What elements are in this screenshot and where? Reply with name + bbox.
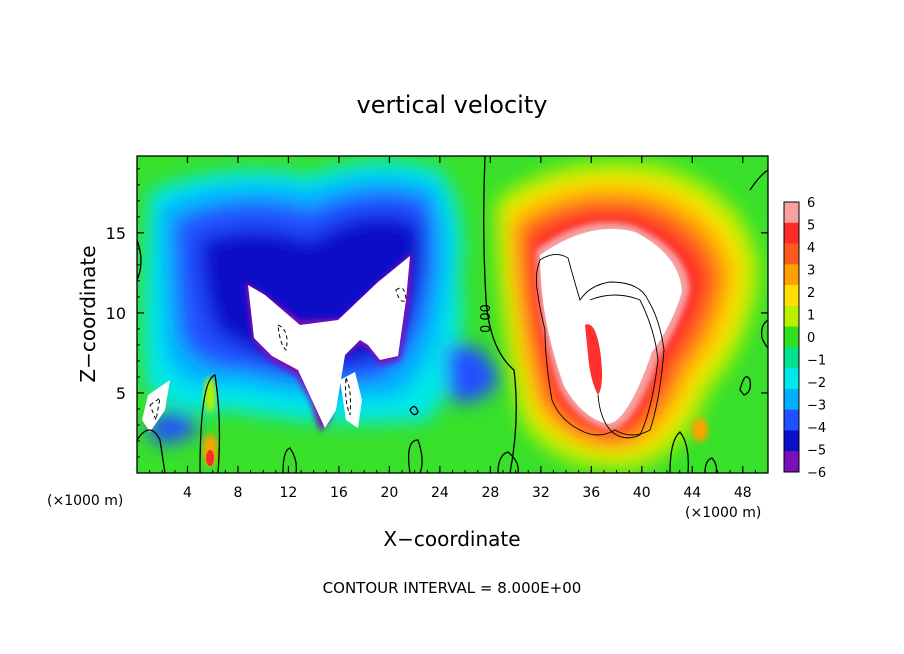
colorbar-swatch <box>784 388 799 411</box>
y-axis-label: Z−coordinate <box>76 245 100 382</box>
colorbar-swatch <box>784 222 799 245</box>
colorbar-swatch <box>784 451 799 473</box>
colorbar-label: −1 <box>807 354 826 369</box>
x-tick-label: 12 <box>280 485 298 501</box>
colorbar-label: −3 <box>807 399 826 414</box>
x-tick-label: 40 <box>633 485 651 501</box>
x-tick-label: 8 <box>233 485 242 501</box>
colorbar-label: 2 <box>807 286 815 301</box>
y-tick-label: 5 <box>116 384 126 403</box>
contour-interval-footer: CONTOUR INTERVAL = 8.000E+00 <box>323 579 582 597</box>
x-axis-label: X−coordinate <box>383 527 520 551</box>
heatmap-field: 0.00 <box>137 156 768 473</box>
x-tick-label: 44 <box>683 485 701 501</box>
colorbar-swatch <box>784 430 799 452</box>
colorbar-label: 1 <box>807 309 815 324</box>
colorbar-label: −2 <box>807 376 826 391</box>
colorbar-swatch <box>784 285 799 307</box>
colorbar-label: 3 <box>807 264 815 279</box>
colorbar-label: 4 <box>807 241 815 256</box>
colorbar-swatch <box>784 368 799 390</box>
x-unit-label-right: (×1000 m) <box>685 505 761 521</box>
x-tick-label: 48 <box>734 485 752 501</box>
x-tick-label: 32 <box>532 485 550 501</box>
x-axis: 4 8 12 16 20 24 28 32 36 40 44 48 <box>149 156 756 501</box>
x-tick-label: 20 <box>380 485 398 501</box>
colorbar-label: −5 <box>807 444 826 459</box>
colorbar-swatch <box>784 409 799 431</box>
colorbar-label: 5 <box>807 219 815 234</box>
colorbar-label: 6 <box>807 196 815 211</box>
y-tick-label: 10 <box>106 304 126 323</box>
colorbar-frame <box>783 201 800 473</box>
colorbar-label: 0 <box>807 331 815 346</box>
colorbar-label: −4 <box>807 421 826 436</box>
x-tick-label: 28 <box>481 485 499 501</box>
colorbar-swatch <box>784 264 799 286</box>
x-tick-label: 4 <box>183 485 192 501</box>
colorbar-swatch <box>784 305 799 328</box>
colorbar-swatch <box>784 326 799 348</box>
x-tick-label: 24 <box>431 485 449 501</box>
chart-title: vertical velocity <box>357 91 548 119</box>
colorbar: 6 5 4 3 2 1 0 −1 −2 −3 −4 −5 −6 <box>783 196 826 481</box>
colorbar-swatch <box>784 243 799 265</box>
colorbar-label: −6 <box>807 466 826 481</box>
y-tick-label: 15 <box>106 224 126 243</box>
y-axis: 5 10 15 <box>106 168 768 458</box>
contour-label: 0.00 <box>479 304 494 333</box>
x-tick-label: 16 <box>330 485 348 501</box>
x-tick-label: 36 <box>582 485 600 501</box>
x-unit-label-left: (×1000 m) <box>47 493 123 509</box>
colorbar-swatch <box>784 347 799 369</box>
colorbar-swatch <box>784 202 799 224</box>
